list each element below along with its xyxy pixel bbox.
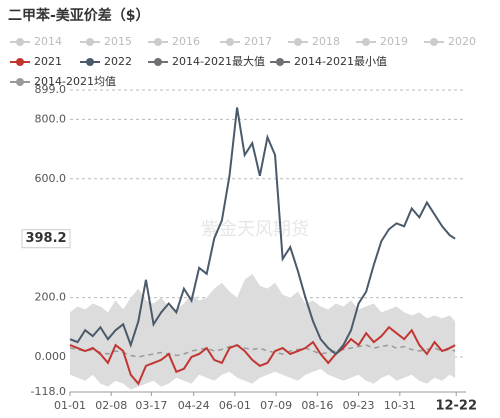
- legend-marker: [86, 38, 94, 46]
- x-tick-label: 02-08: [95, 399, 127, 412]
- legend-label: 2014-2021均值: [34, 75, 116, 88]
- legend-label: 2018: [312, 35, 340, 48]
- y-tick-label: 800.0: [35, 112, 67, 125]
- legend-label: 2014: [34, 35, 62, 48]
- x-tick-label: 06-01: [219, 399, 251, 412]
- legend-marker: [154, 38, 162, 46]
- x-tick-label: 10-31: [384, 399, 416, 412]
- current-value-box: [21, 229, 71, 249]
- legend-label: 2014-2021最大值: [172, 54, 265, 68]
- legend-marker: [16, 38, 24, 46]
- legend-marker: [16, 58, 24, 66]
- x-tick-label: 01-01: [54, 399, 86, 412]
- x-tick-label: 12-22: [435, 399, 477, 414]
- current-value-label: 398.2: [25, 231, 66, 246]
- chart-title: 二甲苯-美亚价差（$）: [8, 7, 150, 24]
- watermark: 紫金天风期货: [201, 219, 309, 240]
- legend-marker: [430, 38, 438, 46]
- legend-label: 2016: [172, 35, 200, 48]
- legend-marker: [294, 38, 302, 46]
- series-line: [69, 325, 456, 386]
- legend-label: 2020: [448, 35, 476, 48]
- y-tick-label: 600.0: [35, 172, 67, 185]
- y-tick-label: -118.0: [31, 385, 66, 398]
- x-tick-label: 04-24: [178, 399, 210, 412]
- legend-label: 2019: [380, 35, 408, 48]
- y-tick-label: 0.000: [35, 350, 67, 363]
- legend-label: 2015: [104, 35, 132, 48]
- range-band: [70, 273, 456, 390]
- x-tick-label: 09-23: [343, 399, 375, 412]
- legend-marker: [16, 78, 24, 86]
- x-tick-label: 08-16: [301, 399, 333, 412]
- legend-marker: [154, 58, 162, 66]
- series-line: [69, 344, 456, 358]
- x-tick-label: 03-17: [135, 399, 167, 412]
- legend-label: 2017: [244, 35, 272, 48]
- legend-marker: [226, 38, 234, 46]
- legend-marker: [362, 38, 370, 46]
- legend-label: 2022: [104, 55, 132, 68]
- legend-label: 2021: [34, 55, 62, 68]
- x-tick-label: 07-09: [260, 399, 292, 412]
- y-tick-label: 200.0: [35, 291, 67, 304]
- y-tick-label: 899.0: [35, 83, 67, 96]
- legend-label: 2014-2021最小值: [294, 55, 387, 68]
- legend-marker: [86, 58, 94, 66]
- series-line: [69, 107, 456, 356]
- legend-marker: [276, 58, 284, 66]
